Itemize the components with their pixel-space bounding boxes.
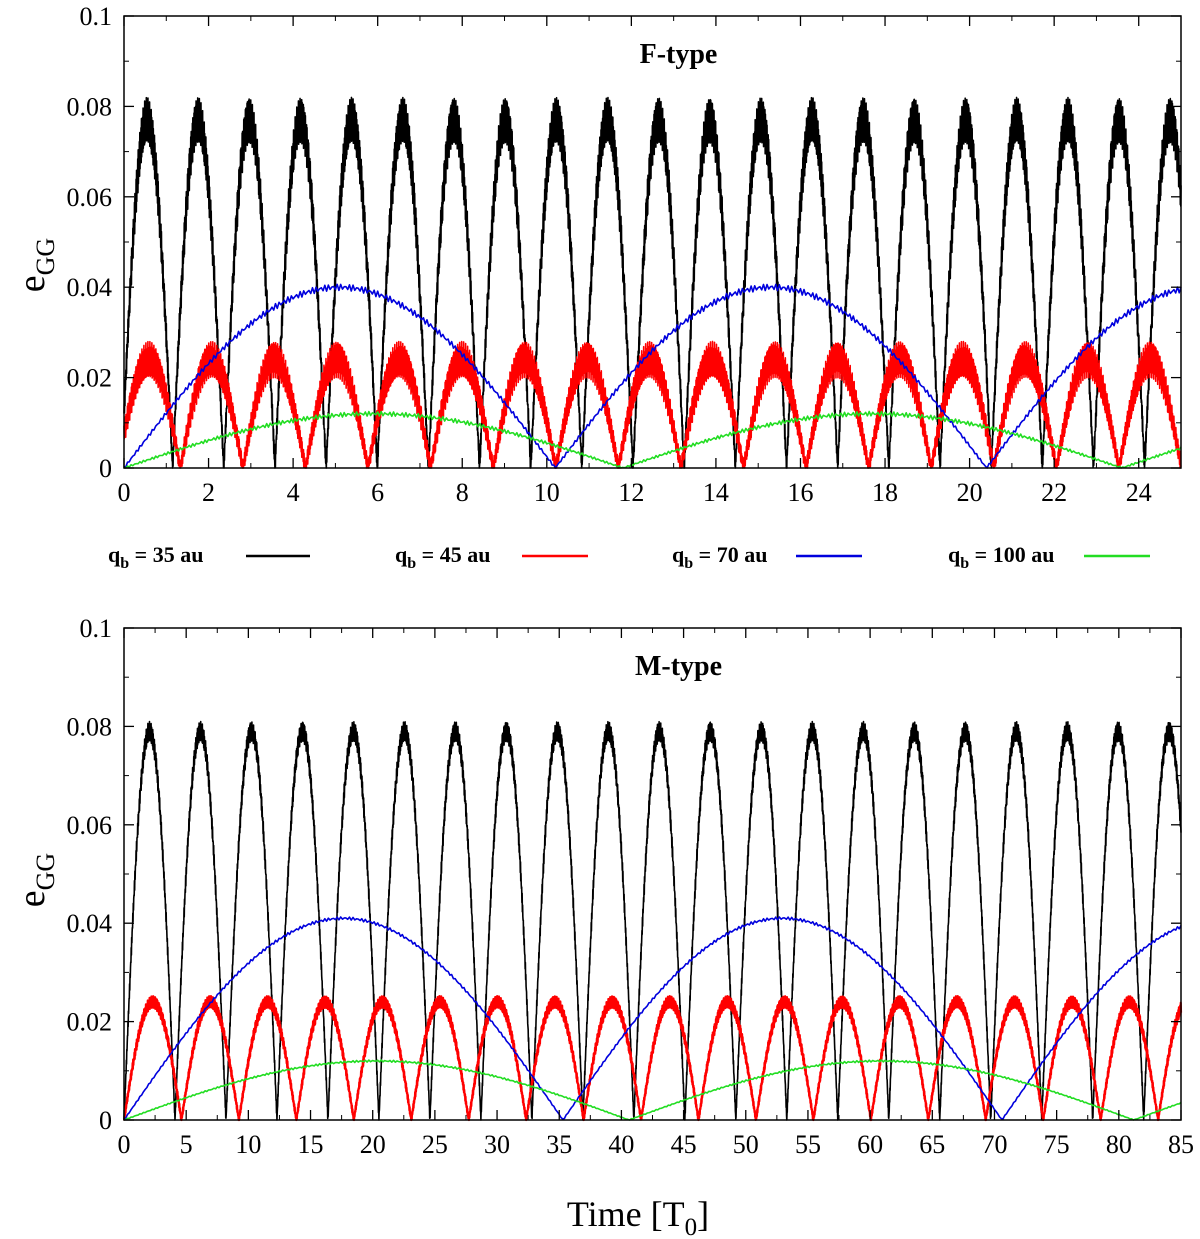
y-tick-label: 0 [99, 454, 112, 483]
x-tick-label: 75 [1044, 1130, 1070, 1159]
x-tick-label: 18 [872, 478, 898, 507]
y-tick-label: 0.06 [67, 183, 113, 212]
x-tick-label: 24 [1126, 478, 1152, 507]
series-line-qb-35-au [123, 96, 1182, 469]
y-tick-label: 0.06 [67, 811, 113, 840]
x-tick-label: 40 [608, 1130, 634, 1159]
x-tick-label: 6 [371, 478, 384, 507]
svg-text:qb = 35 au: qb = 35 au [108, 542, 203, 572]
y-tick-label: 0.1 [80, 614, 113, 643]
x-tick-label: 35 [546, 1130, 572, 1159]
x-tick-label: 4 [287, 478, 300, 507]
series-line-qb-70-au [123, 283, 1182, 469]
legend-item-70au: qb = 70 au [672, 542, 862, 572]
series-line-qb-70-au [123, 916, 1182, 1121]
x-tick-label: 22 [1041, 478, 1067, 507]
x-tick-label: 85 [1168, 1130, 1194, 1159]
x-tick-label: 45 [671, 1130, 697, 1159]
x-tick-label: 0 [118, 478, 131, 507]
legend-item-45au: qb = 45 au [395, 542, 588, 572]
x-tick-label: 2 [202, 478, 215, 507]
y-tick-label: 0.08 [67, 712, 113, 741]
x-tick-label: 10 [235, 1130, 261, 1159]
x-tick-label: 65 [919, 1130, 945, 1159]
x-tick-label: 50 [733, 1130, 759, 1159]
x-tick-label: 15 [298, 1130, 324, 1159]
x-tick-label: 60 [857, 1130, 883, 1159]
x-tick-label: 30 [484, 1130, 510, 1159]
x-tick-label: 25 [422, 1130, 448, 1159]
series-line-qb-45-au [122, 994, 1183, 1122]
x-tick-label: 5 [180, 1130, 193, 1159]
svg-text:qb = 45 au: qb = 45 au [395, 542, 490, 572]
x-axis-label: Time [T0] [567, 1194, 709, 1239]
x-tick-label: 20 [957, 478, 983, 507]
x-tick-label: 20 [360, 1130, 386, 1159]
y-axis-label-bottom: eGG [11, 853, 60, 907]
y-tick-label: 0.02 [67, 1008, 113, 1037]
y-tick-label: 0 [99, 1106, 112, 1135]
panel-m-type: 0 5 10 15 20 25 30 35 40 45 50 55 60 65 70 75 80 85 0 0.02 0… [67, 614, 1195, 1159]
y-tick-label: 0.02 [67, 364, 113, 393]
x-tick-label: 14 [703, 478, 729, 507]
y-tick-label: 0.1 [80, 2, 113, 31]
y-tick-label: 0.08 [67, 92, 113, 121]
series-line-qb-100-au [123, 410, 1182, 469]
panel-title: F-type [640, 39, 718, 70]
legend-item-35au: qb = 35 au [108, 542, 310, 572]
x-tick-label: 16 [787, 478, 813, 507]
legend-item-100au: qb = 100 au [948, 542, 1150, 572]
panel-title: M-type [635, 651, 722, 682]
x-tick-label: 70 [981, 1130, 1007, 1159]
series-line-qb-45-au [123, 340, 1182, 469]
panel-f-type: 0 2 4 6 8 10 12 14 16 18 20 22 2400.020.040.060.080.… [67, 2, 1182, 507]
series-line-qb-100-au [123, 1059, 1182, 1121]
x-tick-label: 80 [1106, 1130, 1132, 1159]
x-tick-label: 8 [456, 478, 469, 507]
y-axis-label-top: eGG [11, 238, 60, 292]
y-tick-label: 0.04 [67, 273, 113, 302]
x-tick-label: 0 [118, 1130, 131, 1159]
legend: qb = 35 au qb = 45 au qb = 70 au qb = 10… [108, 542, 1150, 572]
svg-text:qb = 70 au: qb = 70 au [672, 542, 767, 572]
x-tick-label: 55 [795, 1130, 821, 1159]
x-tick-label: 10 [534, 478, 560, 507]
x-tick-label: 12 [618, 478, 644, 507]
svg-text:qb = 100 au: qb = 100 au [948, 542, 1054, 572]
series-line-qb-35-au [123, 720, 1182, 1121]
y-tick-label: 0.04 [67, 909, 113, 938]
plot-frame [123, 15, 1182, 469]
